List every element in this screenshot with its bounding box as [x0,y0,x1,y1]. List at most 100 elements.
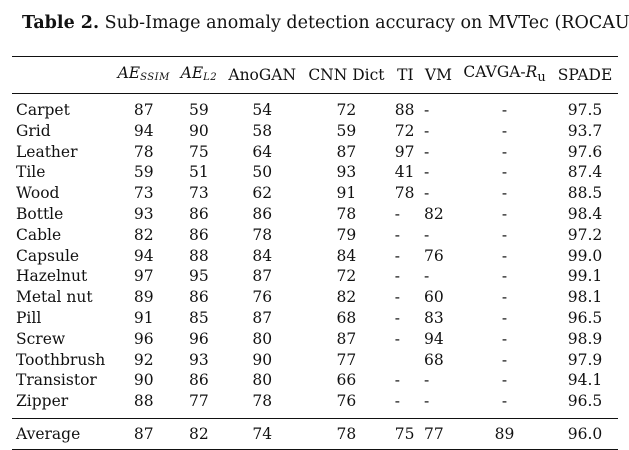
cell-cnn-dict: 59 [336,121,357,140]
cell-ae-ssim: 96 [133,329,154,348]
cell-cavga: - [501,329,508,348]
cell-vm: - [423,142,430,161]
results-table: AESSIM AEL2 AnoGAN CNN Dict TI VM CAVGA-… [12,56,618,450]
cell-cnn-dict: 82 [336,288,357,307]
average-row: Average 87 82 74 78 75 77 89 96.0 [12,418,618,450]
header-vm: VM [424,66,452,85]
cell-cavga: - [501,246,508,265]
cell-category: Toothbrush [16,350,106,369]
header-category [12,57,112,94]
cell-spade: 99.1 [567,267,603,286]
cell-ti: - [394,267,401,286]
average-anogan: 74 [252,425,273,444]
cell-anogan: 54 [252,101,273,120]
cell-ti: - [394,371,401,390]
cell-ti: 97 [394,142,415,161]
cell-cnn-dict: 93 [336,163,357,182]
cell-anogan: 76 [252,288,273,307]
table-header: AESSIM AEL2 AnoGAN CNN Dict TI VM CAVGA-… [12,56,618,94]
cell-spade: 97.2 [567,225,603,244]
cell-ti: - [394,205,401,224]
cell-cavga: - [501,101,508,120]
table-row: Capsule 94 88 84 84 - 76 - 99.0 [12,246,618,267]
cell-cavga: - [501,267,508,286]
cell-ae-ssim: 92 [133,350,154,369]
cell-ti: 41 [394,163,415,182]
cell-anogan: 64 [252,142,273,161]
table-row: Tile 59 51 50 93 41- -87.4 [12,162,618,183]
header-cavga-r: R [525,63,538,81]
cell-spade: 98.4 [567,205,603,224]
cell-cavga: - [501,225,508,244]
table-row: Zipper 88 77 78 76 - - - 96.5 [12,391,618,418]
cell-cavga: - [501,371,508,390]
cell-anogan: 80 [252,329,273,348]
average-label: Average [16,425,81,444]
cell-ae-l2: 51 [189,163,209,182]
cell-vm: - [423,163,430,182]
table-row: Wood 73 73 62 91 78- -88.5 [12,183,618,204]
cell-cnn-dict: 72 [336,101,357,120]
cell-category: Cable [16,225,62,244]
cell-spade: 94.1 [567,371,603,390]
cell-ae-ssim: 73 [133,184,154,203]
header-anogan: AnoGAN [228,66,297,85]
header-ti: TI [397,66,414,85]
table-caption: Table 2. Sub-Image anomaly detection acc… [22,13,629,33]
header-cnn-dict: CNN Dict [308,66,385,85]
cell-anogan: 87 [252,309,273,328]
caption-text: Sub-Image anomaly detection accuracy on … [104,13,629,33]
cell-ae-l2: 86 [189,288,209,307]
cell-spade: 97.6 [567,142,603,161]
cell-spade: 88.5 [567,184,603,203]
cell-ae-ssim: 97 [133,267,154,286]
caption-label: Table 2. [22,13,100,33]
cell-spade: 87.4 [567,163,603,182]
cell-ae-l2: 85 [189,309,209,328]
cell-ae-ssim: 59 [133,163,154,182]
table-row: Cable 82 86 78 79 - - - 97.2 [12,225,618,246]
header-ae-ssim-sub: SSIM [140,71,170,83]
cell-anogan: 84 [252,246,273,265]
cell-vm: - [423,392,430,411]
cell-cavga: - [501,142,508,161]
cell-anogan: 78 [252,225,273,244]
table-row: Leather 78 75 64 87 97- -97.6 [12,142,618,163]
cell-spade: 98.1 [567,288,603,307]
cell-cavga: - [501,184,508,203]
average-ti: 75 [394,425,415,444]
cell-category: Capsule [16,246,80,265]
cell-ae-l2: 77 [189,392,209,411]
average-cnn-dict: 78 [336,425,357,444]
cell-category: Wood [16,184,60,203]
cell-ti: - [394,225,401,244]
cell-ti [391,350,420,371]
cell-cnn-dict: 77 [336,350,357,369]
cell-ae-ssim: 90 [133,371,154,390]
cell-ae-l2: 86 [189,205,209,224]
cell-category: Transistor [16,371,97,390]
table-row: Carpet 87 59 54 72 88- -97.5 [12,94,618,121]
cell-ti: 72 [394,121,415,140]
cell-vm: - [423,267,430,286]
cell-anogan: 62 [252,184,273,203]
cell-spade: 96.5 [567,309,603,328]
cell-spade: 96.5 [567,392,603,411]
cell-category: Zipper [16,392,69,411]
cell-ae-ssim: 89 [133,288,154,307]
cell-vm: - [423,184,430,203]
cell-cavga: - [501,309,508,328]
cell-ae-l2: 88 [189,246,209,265]
header-ae-ssim: AESSIM [112,57,175,94]
cell-ae-ssim: 87 [133,101,154,120]
cell-ae-l2: 75 [189,142,209,161]
header-spade: SPADE [557,66,613,85]
cell-cnn-dict: 66 [336,371,357,390]
table-footer: Average 87 82 74 78 75 77 89 96.0 [12,418,618,450]
cell-ae-ssim: 93 [133,205,154,224]
cell-ae-l2: 95 [189,267,209,286]
cell-ae-l2: 73 [189,184,209,203]
cell-ae-ssim: 88 [133,392,154,411]
cell-ae-ssim: 94 [133,121,154,140]
cell-anogan: 58 [252,121,273,140]
